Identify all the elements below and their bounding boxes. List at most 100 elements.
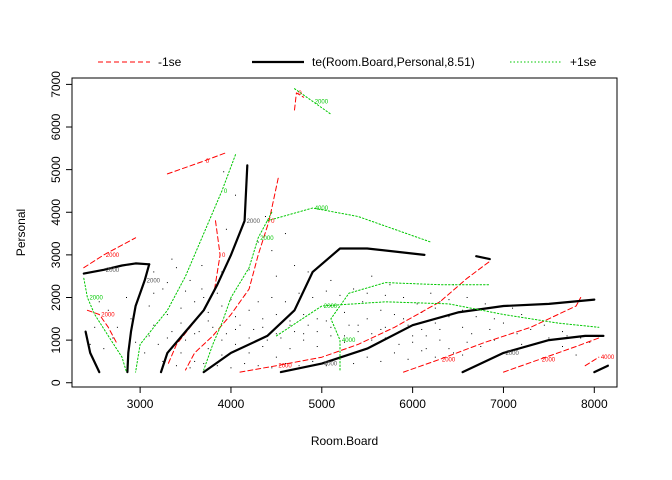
data-point [448, 316, 450, 318]
data-point [298, 365, 300, 367]
data-point [380, 328, 382, 330]
data-point [257, 241, 259, 243]
data-point [344, 311, 345, 313]
contour-level-label: 2000 [247, 219, 261, 225]
data-point [493, 339, 495, 341]
data-point [248, 309, 250, 311]
x-tick-label: 4000 [218, 397, 245, 411]
data-points [89, 171, 591, 369]
data-point [275, 314, 277, 316]
data-point [207, 348, 209, 350]
data-point [393, 314, 395, 316]
data-point [180, 352, 182, 354]
contour-line [330, 282, 491, 371]
contour-level-label: 2000 [442, 357, 456, 363]
data-point [407, 324, 409, 326]
x-tick-label: 8000 [581, 397, 608, 411]
data-point [434, 322, 436, 324]
data-point [425, 335, 427, 337]
data-point [275, 356, 277, 358]
x-tick-label: 5000 [308, 397, 335, 411]
data-point [575, 354, 577, 356]
data-point [412, 341, 414, 343]
data-point [303, 314, 305, 316]
data-point [98, 301, 100, 303]
data-point [201, 288, 203, 290]
data-point [339, 294, 341, 296]
data-point [153, 324, 155, 326]
data-point [185, 290, 187, 292]
data-point [471, 333, 473, 335]
data-point [216, 365, 218, 367]
data-point [439, 339, 441, 341]
data-point [289, 324, 291, 326]
data-point [235, 343, 236, 345]
data-point [303, 339, 305, 341]
data-point [530, 328, 532, 330]
data-point [289, 320, 291, 322]
y-axis: 0 1000 2000 3000 4000 5000 6000 7000 [49, 71, 73, 386]
contour-level-label: 0 [224, 189, 228, 195]
data-point [484, 303, 486, 305]
data-point [380, 309, 382, 311]
data-point [223, 171, 225, 173]
x-tick-label: 3000 [127, 397, 154, 411]
data-point [162, 288, 164, 290]
data-point [425, 348, 427, 350]
data-point [330, 279, 332, 281]
data-point [330, 335, 332, 337]
data-point [421, 328, 423, 330]
data-point [453, 352, 454, 354]
data-point [312, 360, 314, 362]
contour-line [294, 92, 305, 111]
data-point [221, 305, 223, 307]
x-axis: 3000 4000 5000 6000 7000 8000 [127, 386, 608, 411]
contour-level-label: 2000 [505, 351, 519, 357]
y-tick-label: 3000 [49, 241, 63, 268]
data-point [157, 343, 159, 345]
contour-line [266, 207, 432, 243]
data-point [325, 320, 327, 322]
data-point [589, 341, 591, 343]
contour-level-label: 4000 [315, 206, 329, 212]
data-point [344, 335, 345, 337]
contour-line [82, 262, 151, 275]
data-point [271, 367, 273, 369]
data-point [384, 337, 386, 339]
contour-line [83, 237, 137, 269]
data-point [107, 309, 109, 311]
contour-lines [82, 88, 609, 374]
data-point [221, 354, 223, 356]
data-point [480, 346, 482, 348]
contour-level-label: 4000 [324, 362, 338, 368]
data-point [466, 296, 468, 298]
data-point [89, 343, 91, 345]
data-point [466, 341, 468, 343]
data-point [262, 318, 264, 320]
data-point [434, 356, 436, 358]
contour-level-label: 2000 [147, 278, 161, 284]
data-point [171, 258, 173, 260]
data-point [366, 356, 368, 358]
data-point [94, 326, 96, 328]
contour-line [584, 356, 600, 367]
y-tick-label: 7000 [49, 71, 63, 98]
data-point [493, 318, 495, 320]
data-point [389, 284, 391, 286]
data-point [330, 326, 332, 328]
data-point [325, 290, 327, 292]
data-point [235, 194, 236, 196]
data-point [566, 335, 568, 337]
x-axis-title: Room.Board [311, 434, 378, 448]
legend-entry-label: te(Room.Board,Personal,8.51) [312, 55, 475, 69]
data-point [516, 333, 518, 335]
data-point [185, 339, 187, 341]
legend-entry-label: -1se [158, 55, 182, 69]
data-point [264, 216, 266, 218]
data-point [316, 346, 318, 348]
data-point [212, 326, 214, 328]
data-point [180, 322, 182, 324]
data-point [248, 337, 250, 339]
data-point [221, 271, 223, 273]
data-point [448, 299, 450, 301]
